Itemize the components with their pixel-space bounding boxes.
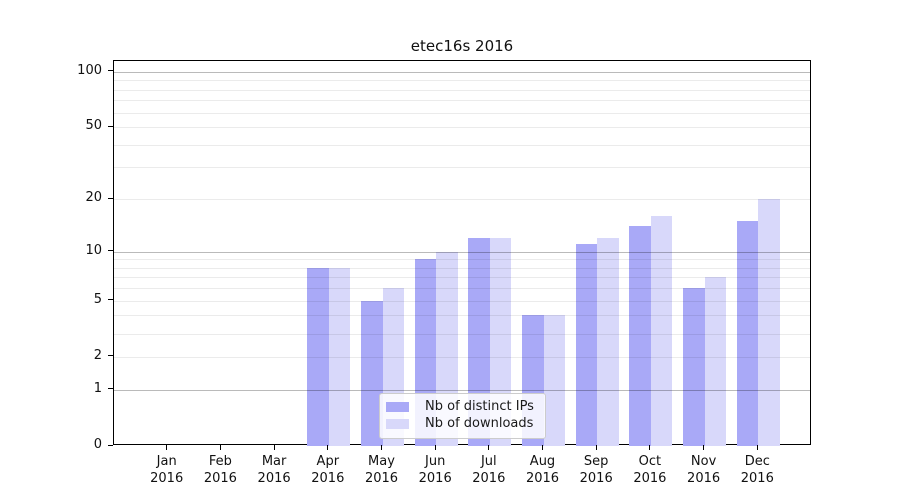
x-tick xyxy=(756,445,758,450)
gridline-minor xyxy=(114,300,810,302)
gridline-minor xyxy=(114,356,810,358)
bar-downloads xyxy=(704,277,727,446)
x-tick xyxy=(542,445,543,450)
y-tick xyxy=(108,299,113,301)
bar-downloads xyxy=(650,216,673,446)
y-tick-label: 50 xyxy=(85,118,102,133)
x-tick xyxy=(488,445,490,450)
x-tick-label: Jan 2016 xyxy=(150,454,184,486)
x-tick xyxy=(649,445,651,450)
legend-label-distinct-ips: Nb of distinct IPs xyxy=(425,399,534,414)
gridline-major xyxy=(114,251,810,253)
bar-distinct-ips xyxy=(629,226,651,446)
x-tick-label: Jul 2016 xyxy=(472,454,506,486)
y-tick xyxy=(108,250,113,251)
x-tick xyxy=(381,445,382,450)
y-tick-label: 0 xyxy=(93,437,102,452)
gridline-minor xyxy=(114,333,810,335)
grid-layer xyxy=(114,61,810,444)
x-tick xyxy=(595,445,597,450)
gridline-minor xyxy=(114,167,810,169)
legend-label-downloads: Nb of downloads xyxy=(425,416,534,431)
legend-item-distinct-ips: Nb of distinct IPs xyxy=(386,399,545,415)
legend-swatch-downloads xyxy=(386,419,409,429)
x-tick xyxy=(703,445,705,450)
bar-downloads xyxy=(543,315,565,446)
y-tick xyxy=(108,355,113,357)
bar-distinct-ips xyxy=(361,300,383,446)
gridline-minor xyxy=(114,259,810,261)
gridline-minor xyxy=(114,127,810,128)
gridline-minor xyxy=(114,199,810,200)
x-tick xyxy=(166,445,168,450)
bar-distinct-ips xyxy=(683,288,705,446)
x-tick-label: Apr 2016 xyxy=(311,454,345,486)
legend-item-downloads: Nb of downloads xyxy=(386,416,545,432)
x-tick-label: Jun 2016 xyxy=(418,454,452,486)
y-tick-label: 2 xyxy=(93,347,102,363)
x-tick-label: Oct 2016 xyxy=(633,454,667,486)
gridline-minor xyxy=(114,112,810,114)
gridline-minor xyxy=(114,315,810,317)
bar-distinct-ips xyxy=(575,244,598,446)
y-tick-label: 20 xyxy=(85,190,102,205)
bars-layer xyxy=(114,61,810,446)
x-tick xyxy=(273,445,275,450)
x-tick-label: Mar 2016 xyxy=(257,454,291,486)
gridline-minor xyxy=(114,277,810,279)
y-tick-label: 1 xyxy=(93,380,102,396)
x-tick xyxy=(434,445,436,450)
x-tick-label: May 2016 xyxy=(364,454,399,486)
x-tick-label: Sep 2016 xyxy=(579,454,613,486)
y-tick-label: 100 xyxy=(77,62,102,78)
y-tick-label: 10 xyxy=(85,242,102,258)
gridline-minor xyxy=(114,144,810,146)
x-tick xyxy=(219,445,221,450)
bar-downloads xyxy=(758,199,780,446)
y-tick xyxy=(108,444,113,446)
gridline-major xyxy=(114,389,810,391)
legend: Nb of distinct IPs Nb of downloads xyxy=(379,393,546,439)
gridline-minor xyxy=(114,288,810,290)
gridline-minor xyxy=(114,267,810,269)
x-tick-label: Dec 2016 xyxy=(740,454,774,486)
gridline-major xyxy=(114,71,810,73)
x-tick-label: Feb 2016 xyxy=(203,454,237,486)
y-tick xyxy=(108,125,113,127)
chart-title: etec16s 2016 xyxy=(410,37,514,55)
bar-distinct-ips xyxy=(736,221,759,446)
gridline-minor xyxy=(114,89,810,91)
y-tick xyxy=(108,388,113,390)
legend-swatch-distinct-ips xyxy=(386,402,409,412)
x-tick xyxy=(327,445,329,450)
x-tick-label: Nov 2016 xyxy=(687,454,721,486)
y-tick-label: 5 xyxy=(93,291,102,307)
gridline-minor xyxy=(114,80,810,82)
plot-area xyxy=(113,60,811,446)
y-tick xyxy=(108,197,113,199)
bar-downloads xyxy=(597,237,619,446)
y-tick xyxy=(108,70,113,72)
x-tick-label: Aug 2016 xyxy=(525,454,560,486)
bar-downloads xyxy=(328,267,351,446)
gridline-minor xyxy=(114,100,810,102)
bar-distinct-ips xyxy=(307,267,329,446)
